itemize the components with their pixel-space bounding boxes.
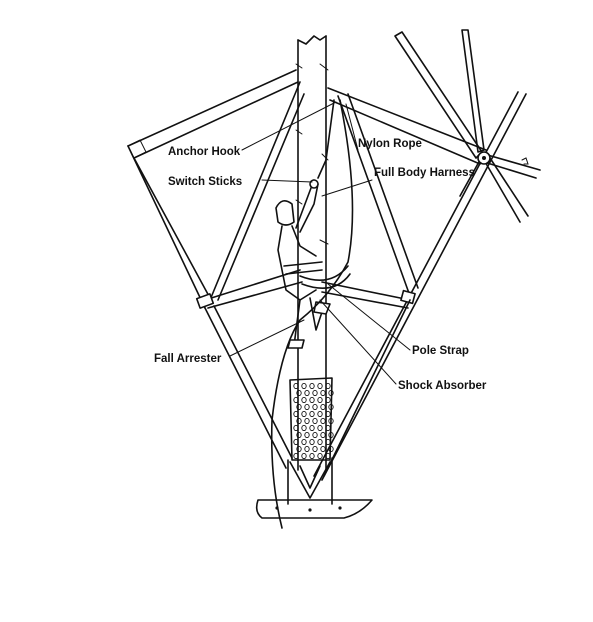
base-plate	[255, 499, 373, 519]
perforation-hole	[320, 417, 326, 425]
perforation-hole	[309, 452, 315, 460]
perforation-hole	[320, 403, 326, 411]
perforation-hole	[312, 445, 318, 453]
perforation-hole	[317, 410, 323, 418]
perforation-hole	[328, 417, 334, 425]
perforation-hole	[301, 396, 307, 404]
perforation-hole	[325, 438, 331, 446]
nylon-rope	[270, 99, 354, 529]
label-shock-absorber: Shock Absorber	[398, 380, 487, 392]
perforation-hole	[325, 410, 331, 418]
perforation-hole	[296, 417, 302, 425]
perforation-hole	[325, 424, 331, 432]
perforation-hole	[309, 410, 315, 418]
perforation-hole	[293, 438, 299, 446]
perforation-hole	[301, 410, 307, 418]
perforation-hole	[304, 417, 310, 425]
perforation-hole	[293, 410, 299, 418]
label-full-body-harness: Full Body Harness	[374, 167, 475, 179]
perforation-hole	[301, 424, 307, 432]
climber-figure	[275, 179, 351, 349]
perforation-hole	[296, 431, 302, 439]
perforation-hole	[309, 424, 315, 432]
label-nylon-rope: Nylon Rope	[358, 138, 422, 150]
perforation-holes	[293, 382, 334, 460]
perforation-hole	[325, 452, 331, 460]
perforation-hole	[293, 424, 299, 432]
perforation-hole	[309, 382, 315, 390]
perforation-hole	[301, 452, 307, 460]
perforation-hole	[320, 431, 326, 439]
perforation-hole	[317, 452, 323, 460]
central-pole	[287, 35, 333, 505]
wind-turbine	[394, 29, 541, 223]
perforation-hole	[293, 452, 299, 460]
label-switch-sticks: Switch Sticks	[168, 176, 242, 188]
label-pole-strap: Pole Strap	[412, 345, 469, 357]
perforation-hole	[328, 445, 334, 453]
label-anchor-hook: Anchor Hook	[168, 146, 241, 158]
perforation-hole	[301, 382, 307, 390]
perforation-hole	[304, 389, 310, 397]
perforation-hole	[301, 438, 307, 446]
perforation-hole	[309, 396, 315, 404]
perforation-hole	[320, 445, 326, 453]
perforation-hole	[312, 403, 318, 411]
perforation-hole	[296, 389, 302, 397]
perforation-hole	[293, 382, 299, 390]
left-frame	[127, 69, 305, 469]
perforation-hole	[312, 431, 318, 439]
labels: Anchor Hook Nylon Rope Switch Sticks Ful…	[154, 138, 487, 392]
perforation-hole	[328, 431, 334, 439]
perforation-hole	[293, 396, 299, 404]
perforation-hole	[296, 403, 302, 411]
perforation-hole	[328, 389, 334, 397]
perforation-hole	[304, 431, 310, 439]
perforation-hole	[328, 403, 334, 411]
perforation-hole	[317, 396, 323, 404]
perforation-hole	[317, 382, 323, 390]
leader-lines	[229, 101, 411, 385]
perforation-hole	[304, 445, 310, 453]
perforation-hole	[320, 389, 326, 397]
label-fall-arrester: Fall Arrester	[154, 353, 222, 365]
perforation-hole	[312, 389, 318, 397]
perforation-hole	[309, 438, 315, 446]
perforation-hole	[312, 417, 318, 425]
perforation-hole	[296, 445, 302, 453]
perforation-hole	[325, 382, 331, 390]
perforation-hole	[317, 438, 323, 446]
perforation-hole	[317, 424, 323, 432]
perforation-hole	[304, 403, 310, 411]
perforation-hole	[325, 396, 331, 404]
